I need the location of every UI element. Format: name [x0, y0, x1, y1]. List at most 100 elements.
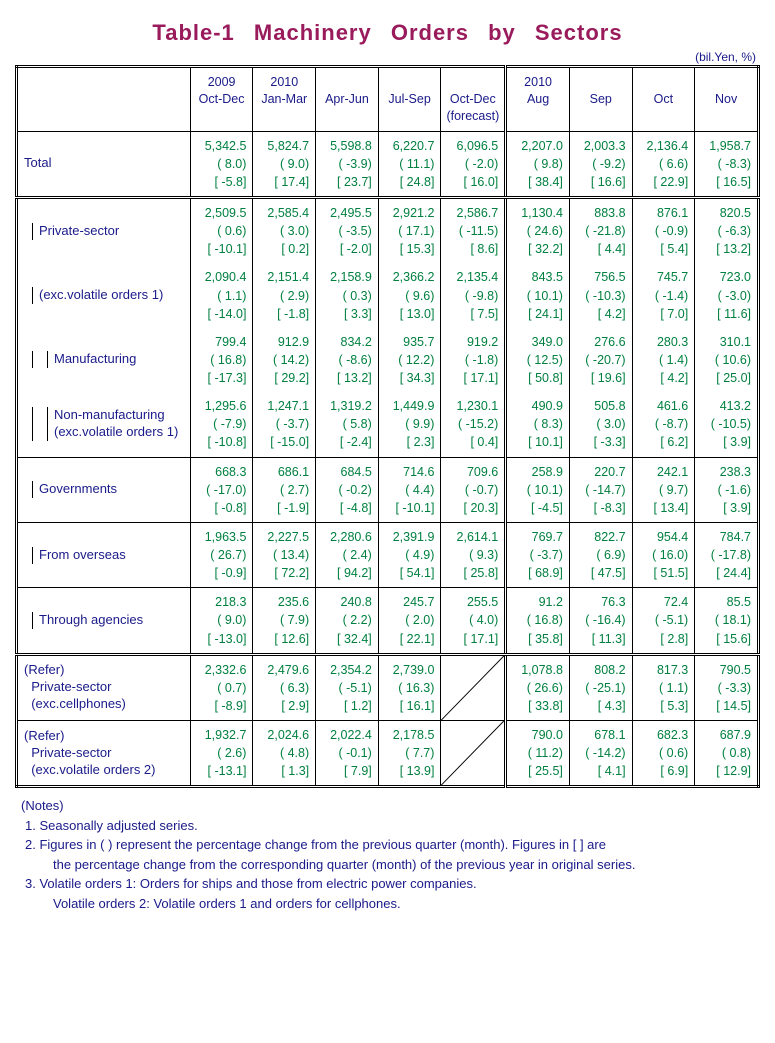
data-cell: 678.1( -14.2)[ 4.1] [569, 721, 632, 787]
data-cell: 684.5( -0.2)[ -4.8] [316, 457, 379, 522]
data-cell: 85.5( 18.1)[ 15.6] [695, 588, 759, 654]
data-cell: 91.2( 16.8)[ 35.8] [506, 588, 570, 654]
data-cell: 2,366.2( 9.6)[ 13.0] [378, 263, 441, 327]
note-line: 3. Volatile orders 1: Orders for ships a… [21, 874, 760, 894]
data-cell: 1,963.5( 26.7)[ -0.9] [190, 522, 253, 587]
data-cell: 668.3( -17.0)[ -0.8] [190, 457, 253, 522]
data-cell: 235.6( 7.9)[ 12.6] [253, 588, 316, 654]
data-cell: 218.3( 9.0)[ -13.0] [190, 588, 253, 654]
data-cell: 349.0( 12.5)[ 50.8] [506, 328, 570, 392]
data-cell: 2,509.5( 0.6)[ -10.1] [190, 198, 253, 264]
data-cell: 6,220.7( 11.1)[ 24.8] [378, 131, 441, 197]
data-cell: 876.1( -0.9)[ 5.4] [632, 198, 695, 264]
data-cell: 1,958.7( -8.3)[ 16.5] [695, 131, 759, 197]
data-cell: 808.2( -25.1)[ 4.3] [569, 654, 632, 720]
data-cell: 799.4( 16.8)[ -17.3] [190, 328, 253, 392]
data-cell: 820.5( -6.3)[ 13.2] [695, 198, 759, 264]
data-cell: 843.5( 10.1)[ 24.1] [506, 263, 570, 327]
data-cell: 490.9( 8.3)[ 10.1] [506, 392, 570, 457]
data-cell: 709.6( -0.7)[ 20.3] [441, 457, 506, 522]
data-cell: 2,280.6( 2.4)[ 94.2] [316, 522, 379, 587]
data-cell: 817.3( 1.1)[ 5.3] [632, 654, 695, 720]
data-cell: 2,136.4( 6.6)[ 22.9] [632, 131, 695, 197]
data-cell: 769.7( -3.7)[ 68.9] [506, 522, 570, 587]
row-label-gov: Governments [17, 457, 191, 522]
data-cell: 2,207.0( 9.8)[ 38.4] [506, 131, 570, 197]
data-cell: 255.5( 4.0)[ 17.1] [441, 588, 506, 654]
data-cell: 2,614.1( 9.3)[ 25.8] [441, 522, 506, 587]
data-cell: 2,151.4( 2.9)[ -1.8] [253, 263, 316, 327]
data-cell: 954.4( 16.0)[ 51.5] [632, 522, 695, 587]
data-cell: 2,178.5( 7.7)[ 13.9] [378, 721, 441, 787]
data-cell: 2,158.9( 0.3)[ 3.3] [316, 263, 379, 327]
data-cell: 935.7( 12.2)[ 34.3] [378, 328, 441, 392]
data-cell: 2,332.6( 0.7)[ -8.9] [190, 654, 253, 720]
data-cell: 276.6( -20.7)[ 19.6] [569, 328, 632, 392]
data-cell: 756.5( -10.3)[ 4.2] [569, 263, 632, 327]
data-cell: 238.3( -1.6)[ 3.9] [695, 457, 759, 522]
data-cell: 682.3( 0.6)[ 6.9] [632, 721, 695, 787]
data-cell: 2,090.4( 1.1)[ -14.0] [190, 263, 253, 327]
data-cell: 2,586.7( -11.5)[ 8.6] [441, 198, 506, 264]
data-cell: 745.7( -1.4)[ 7.0] [632, 263, 695, 327]
row-label-private_exv1: (exc.volatile orders 1) [17, 263, 191, 327]
data-cell: 5,342.5( 8.0)[ -5.8] [190, 131, 253, 197]
note-line: Volatile orders 2: Volatile orders 1 and… [21, 894, 760, 914]
data-cell [441, 721, 506, 787]
data-cell: 2,479.6( 6.3)[ 2.9] [253, 654, 316, 720]
data-cell: 2,495.5( -3.5)[ -2.0] [316, 198, 379, 264]
data-cell: 714.6( 4.4)[ -10.1] [378, 457, 441, 522]
col-header: Oct-Dec(forecast) [441, 67, 506, 132]
notes-block: (Notes) 1. Seasonally adjusted series. 2… [15, 796, 760, 913]
note-line: 1. Seasonally adjusted series. [21, 816, 760, 836]
data-cell: 2,739.0( 16.3)[ 16.1] [378, 654, 441, 720]
data-cell: 784.7( -17.8)[ 24.4] [695, 522, 759, 587]
data-cell [441, 654, 506, 720]
data-cell: 413.2( -10.5)[ 3.9] [695, 392, 759, 457]
data-cell: 2,585.4( 3.0)[ 0.2] [253, 198, 316, 264]
data-cell: 723.0( -3.0)[ 11.6] [695, 263, 759, 327]
row-label-ref1: (Refer) Private-sector (exc.cellphones) [17, 654, 191, 720]
row-label-total: Total [17, 131, 191, 197]
row-label-ref2: (Refer) Private-sector (exc.volatile ord… [17, 721, 191, 787]
data-cell: 6,096.5( -2.0)[ 16.0] [441, 131, 506, 197]
data-cell: 1,078.8( 26.6)[ 33.8] [506, 654, 570, 720]
data-cell: 790.0( 11.2)[ 25.5] [506, 721, 570, 787]
data-cell: 1,130.4( 24.6)[ 32.2] [506, 198, 570, 264]
orders-table: 2009Oct-Dec2010Jan-Mar Apr-Jun Jul-Sep O… [15, 65, 760, 788]
note-line: 2. Figures in ( ) represent the percenta… [21, 835, 760, 855]
data-cell: 790.5( -3.3)[ 14.5] [695, 654, 759, 720]
header-spacer [17, 67, 191, 132]
data-cell: 2,391.9( 4.9)[ 54.1] [378, 522, 441, 587]
unit-label: (bil.Yen, %) [15, 50, 760, 64]
data-cell: 76.3( -16.4)[ 11.3] [569, 588, 632, 654]
data-cell: 242.1( 9.7)[ 13.4] [632, 457, 695, 522]
row-label-manuf: Manufacturing [17, 328, 191, 392]
data-cell: 1,295.6( -7.9)[ -10.8] [190, 392, 253, 457]
row-label-private: Private-sector [17, 198, 191, 264]
data-cell: 2,003.3( -9.2)[ 16.6] [569, 131, 632, 197]
table-title: Table-1 Machinery Orders by Sectors [15, 20, 760, 46]
row-label-agencies: Through agencies [17, 588, 191, 654]
data-cell: 912.9( 14.2)[ 29.2] [253, 328, 316, 392]
data-cell: 72.4( -5.1)[ 2.8] [632, 588, 695, 654]
data-cell: 883.8( -21.8)[ 4.4] [569, 198, 632, 264]
data-cell: 1,932.7( 2.6)[ -13.1] [190, 721, 253, 787]
data-cell: 1,319.2( 5.8)[ -2.4] [316, 392, 379, 457]
data-cell: 5,598.8( -3.9)[ 23.7] [316, 131, 379, 197]
data-cell: 2,022.4( -0.1)[ 7.9] [316, 721, 379, 787]
data-cell: 1,247.1( -3.7)[ -15.0] [253, 392, 316, 457]
data-cell: 2,354.2( -5.1)[ 1.2] [316, 654, 379, 720]
data-cell: 822.7( 6.9)[ 47.5] [569, 522, 632, 587]
data-cell: 2,921.2( 17.1)[ 15.3] [378, 198, 441, 264]
data-cell: 461.6( -8.7)[ 6.2] [632, 392, 695, 457]
data-cell: 1,230.1( -15.2)[ 0.4] [441, 392, 506, 457]
data-cell: 2,024.6( 4.8)[ 1.3] [253, 721, 316, 787]
data-cell: 280.3( 1.4)[ 4.2] [632, 328, 695, 392]
col-header: Jul-Sep [378, 67, 441, 132]
data-cell: 686.1( 2.7)[ -1.9] [253, 457, 316, 522]
col-header: 2010Jan-Mar [253, 67, 316, 132]
notes-head: (Notes) [21, 796, 760, 816]
row-label-nonmanuf: Non-manufacturing(exc.volatile orders 1) [17, 392, 191, 457]
data-cell: 834.2( -8.6)[ 13.2] [316, 328, 379, 392]
